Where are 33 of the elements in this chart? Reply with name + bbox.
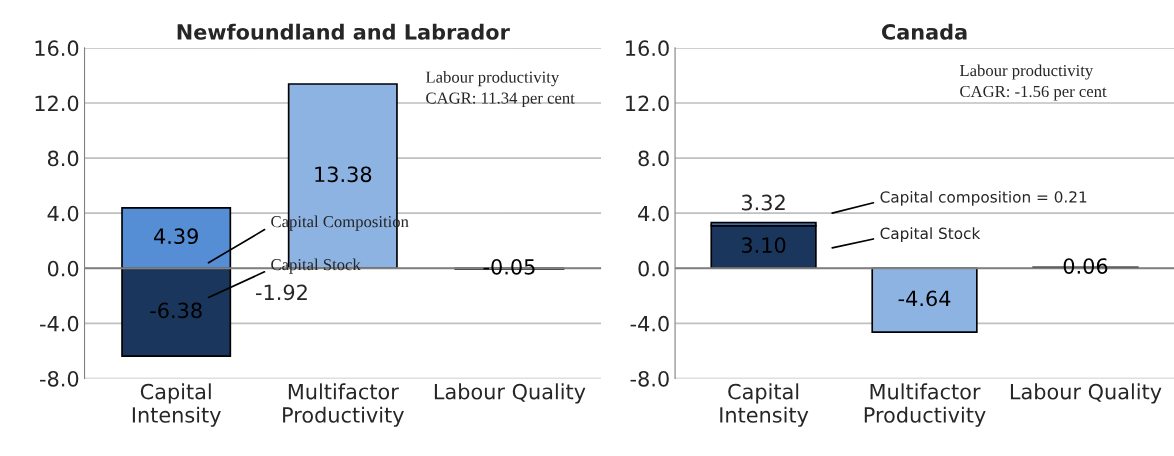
y-tick-label: 4.0	[638, 205, 669, 222]
y-tick-label: 0.0	[638, 260, 669, 277]
y-tick-label: -8.0	[630, 370, 669, 387]
x-tick-label: Capital Intensity	[720, 383, 809, 427]
y-tick-label: 4.0	[47, 205, 79, 222]
y-tick-label: 16.0	[626, 40, 669, 57]
x-tick-label: Labour Quality	[434, 383, 586, 404]
x-tick-label: Labour Quality	[1010, 383, 1162, 404]
total-label: 3.32	[741, 194, 785, 211]
annotation: Capital Stock	[880, 227, 981, 243]
data-label: 3.10	[741, 237, 786, 253]
chart-title: Newfoundland and Labrador	[177, 23, 510, 40]
annotation: -1.92	[256, 284, 307, 301]
chart-title: Canada	[881, 23, 967, 40]
data-label: -4.64	[898, 290, 951, 307]
y-tick-label: 16.0	[35, 40, 79, 57]
y-tick-label: 8.0	[47, 150, 79, 167]
y-tick-label: 0.0	[47, 260, 79, 277]
x-tick-label: Multifactor Productivity	[283, 383, 404, 427]
data-label: 13.38	[315, 166, 372, 183]
y-tick-label: 12.0	[35, 95, 79, 112]
data-label: 4.39	[154, 228, 198, 245]
x-tick-label: Multifactor Productivity	[864, 383, 986, 427]
y-tick-label: 12.0	[626, 95, 669, 112]
annotation: Capital composition = 0.21	[880, 190, 1087, 206]
annotation: Labour productivity CAGR: -1.56 per cent	[959, 64, 1107, 101]
data-label: -6.38	[150, 302, 202, 319]
annotation: Labour productivity CAGR: 11.34 per cent	[425, 71, 575, 108]
x-tick-label: Capital Intensity	[132, 383, 221, 427]
y-tick-label: -8.0	[40, 370, 79, 387]
y-tick-label: -4.0	[630, 315, 669, 332]
y-tick-label: -4.0	[40, 315, 79, 332]
y-tick-label: 8.0	[638, 150, 669, 167]
